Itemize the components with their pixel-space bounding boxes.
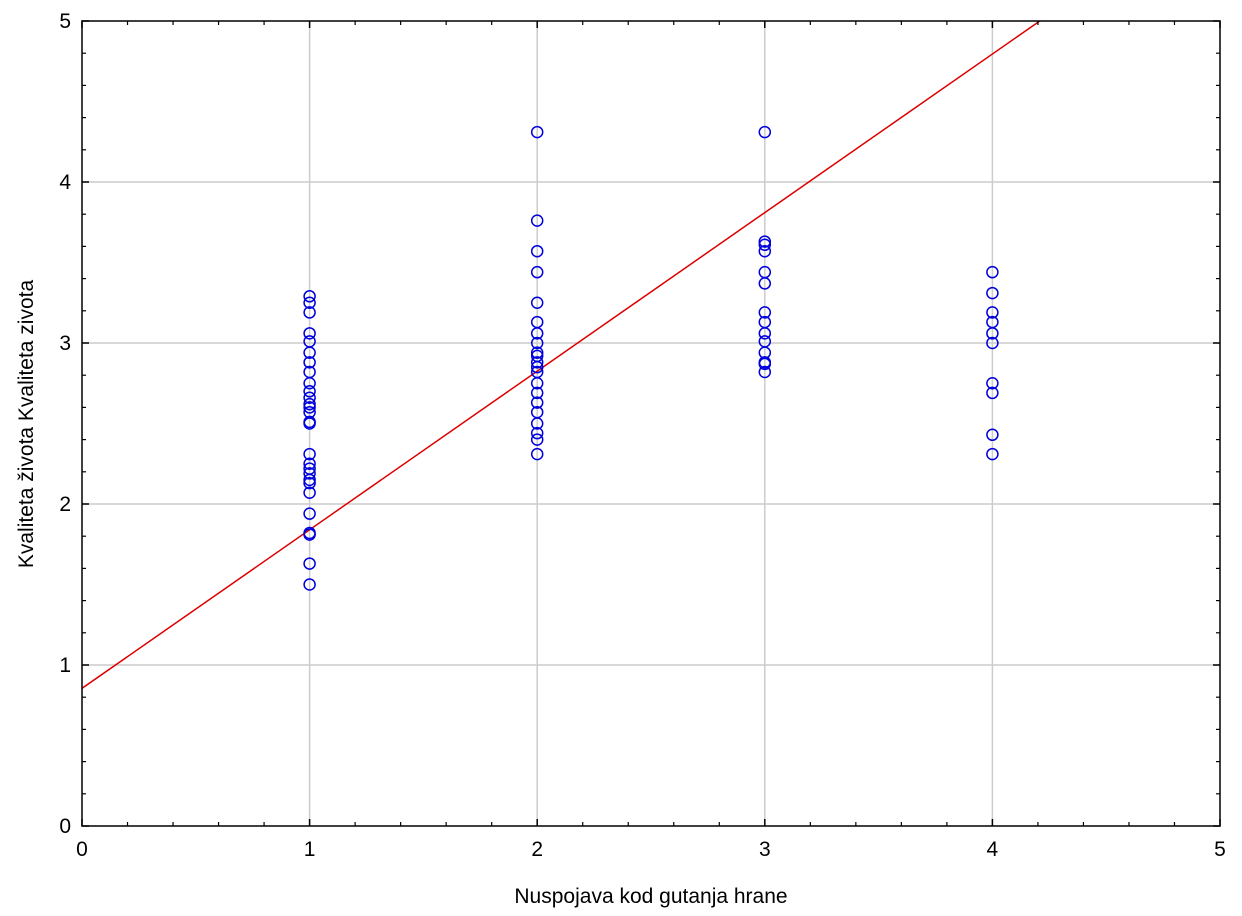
x-tick-label: 1 [304, 838, 316, 861]
x-tick-label: 2 [531, 838, 543, 861]
data-point [530, 360, 544, 374]
y-tick-label: 3 [59, 332, 71, 355]
data-point [530, 214, 544, 227]
x-axis-title: Nuspojava kod gutanja hrane [514, 885, 787, 908]
data-point [303, 290, 316, 303]
data-point [530, 336, 544, 350]
data-point [986, 386, 999, 400]
data-point [303, 578, 316, 591]
data-point [986, 428, 999, 442]
data-point [303, 327, 316, 340]
data-point [303, 385, 316, 398]
data-point [986, 265, 999, 279]
y-tick-label: 2 [59, 493, 71, 516]
data-point [758, 235, 772, 248]
data-point [303, 557, 316, 570]
data-point [303, 457, 316, 470]
data-point [986, 447, 999, 461]
data-point [303, 397, 316, 411]
data-point [530, 265, 544, 279]
data-point [530, 386, 544, 400]
tick-labels: 0 1 2 3 4 5 0 1 2 3 4 5 [59, 10, 1226, 861]
data-point [530, 356, 544, 369]
y-tick-label: 0 [59, 815, 71, 838]
data-point [303, 467, 316, 480]
data-point [530, 447, 544, 461]
fit-line [82, 21, 1042, 689]
data-point [303, 447, 316, 461]
x-tick-label: 5 [1214, 838, 1226, 861]
data-point [303, 391, 316, 404]
data-point [303, 473, 316, 487]
fit-line-layer [82, 21, 1042, 689]
data-point [303, 486, 316, 499]
data-point [986, 327, 999, 340]
data-point [303, 356, 316, 369]
data-point [758, 365, 772, 379]
data-point [530, 433, 544, 446]
axes [81, 20, 1221, 827]
data-points [303, 125, 999, 591]
data-point [303, 507, 316, 520]
data-point [758, 357, 772, 371]
data-point [758, 327, 772, 340]
data-point [758, 238, 772, 252]
data-point [303, 377, 316, 390]
plot-frame [81, 20, 1221, 827]
data-point [530, 346, 544, 359]
y-axis-title: Kvaliteta života Kvaliteta zivota [15, 280, 38, 569]
data-point [530, 327, 544, 340]
y-tick-label: 5 [59, 10, 71, 33]
data-point [303, 476, 316, 490]
x-tick-label: 0 [76, 838, 88, 861]
grid-lines [82, 21, 1220, 826]
data-point [530, 296, 544, 309]
data-point [530, 244, 544, 258]
data-point [530, 377, 544, 390]
y-tick-label: 1 [59, 654, 71, 677]
data-point [758, 125, 772, 139]
data-point [530, 125, 544, 139]
data-point [530, 426, 544, 440]
data-point [758, 306, 772, 319]
x-tick-label: 3 [759, 838, 771, 861]
data-point [303, 346, 316, 359]
data-point [758, 244, 772, 258]
data-point [530, 396, 544, 409]
data-point [303, 528, 316, 541]
data-point [530, 417, 544, 430]
data-point [986, 306, 999, 319]
data-point [986, 336, 999, 350]
data-point [303, 401, 316, 414]
y-tick-label: 4 [59, 171, 71, 194]
data-point [986, 286, 999, 300]
x-tick-label: 4 [987, 838, 999, 861]
data-point [303, 417, 316, 430]
data-point [303, 296, 316, 309]
data-point [986, 377, 999, 390]
data-point [303, 306, 316, 319]
data-point [758, 277, 772, 290]
